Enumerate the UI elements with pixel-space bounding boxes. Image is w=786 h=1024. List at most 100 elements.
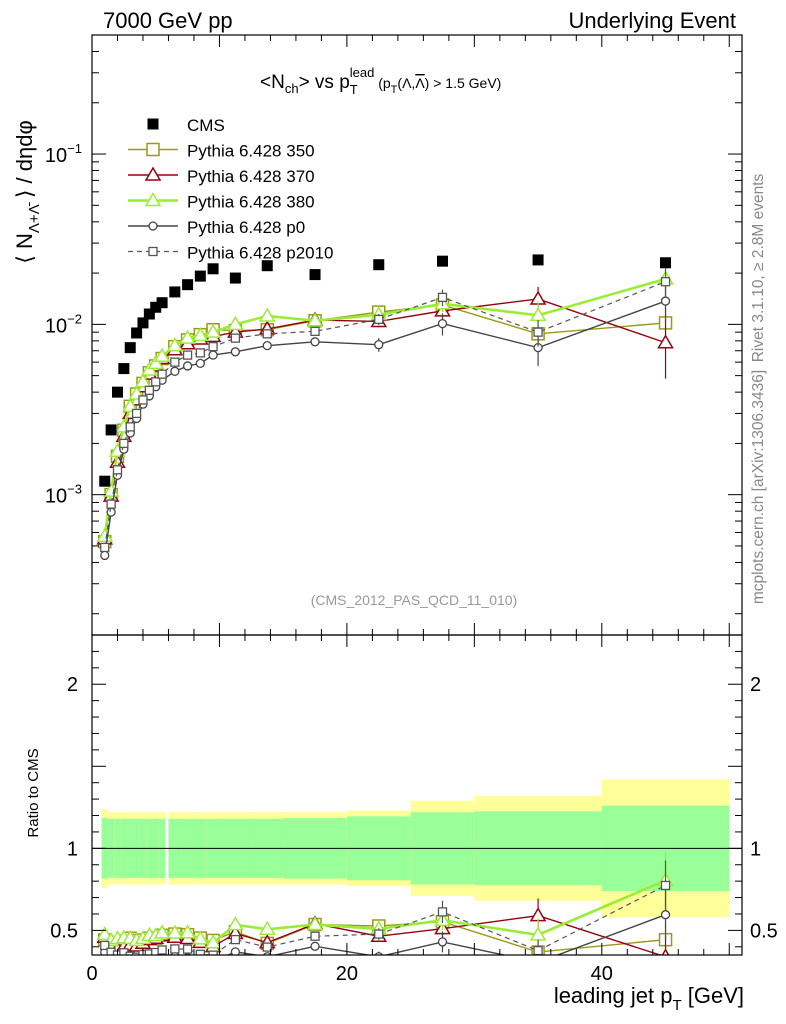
y-tick-label: 10−1 bbox=[45, 141, 82, 167]
data-point bbox=[374, 314, 384, 325]
legend-item-pythia-6-428-p0: Pythia 6.428 p0 bbox=[128, 218, 305, 237]
y-axis-label: ⟨ NΛ+Λ̄ ⟩ / dηdφ bbox=[12, 120, 43, 263]
data-point bbox=[138, 395, 148, 405]
cms-data-point bbox=[111, 386, 123, 398]
ratio-point bbox=[262, 942, 272, 952]
ratio-point bbox=[96, 925, 114, 941]
data-point bbox=[119, 438, 129, 449]
legend-marker bbox=[147, 118, 159, 130]
ratio-point bbox=[534, 958, 542, 966]
ratio-tick-label-right: 2 bbox=[750, 674, 761, 696]
legend-label: Pythia 6.428 p0 bbox=[187, 218, 305, 237]
ratio-point bbox=[179, 924, 196, 939]
data-point bbox=[208, 341, 218, 352]
cms-data-point bbox=[373, 259, 385, 271]
ratio-point bbox=[192, 930, 209, 945]
data-point bbox=[262, 340, 272, 351]
ratio-point bbox=[661, 948, 670, 955]
data-point bbox=[657, 334, 674, 349]
data-point bbox=[182, 361, 193, 371]
legend-label: Pythia 6.428 350 bbox=[187, 142, 315, 161]
ratio-point bbox=[529, 907, 547, 922]
cms-data-point bbox=[207, 263, 219, 275]
data-point bbox=[147, 354, 165, 370]
data-point bbox=[533, 327, 543, 337]
ratio-tick-label-left: 2 bbox=[67, 674, 78, 696]
legend-label: Pythia 6.428 370 bbox=[187, 167, 315, 186]
series-pythia-6-428-p2010 bbox=[100, 268, 671, 553]
data-point bbox=[437, 318, 448, 329]
ratio-point bbox=[230, 947, 241, 955]
ratio-point bbox=[310, 931, 320, 941]
legend-marker bbox=[146, 142, 160, 157]
ratio-series-pythia-6-428-380 bbox=[96, 851, 674, 951]
ratio-point bbox=[310, 941, 320, 951]
data-point bbox=[204, 323, 222, 338]
cms-data-point bbox=[660, 257, 672, 269]
cms-data-point bbox=[169, 286, 181, 298]
chart-title: <Nch> vs pTlead (pT(Λ,Λ) > 1.5 GeV) bbox=[260, 65, 501, 97]
data-point bbox=[195, 348, 205, 358]
data-point bbox=[157, 369, 167, 379]
data-point bbox=[208, 350, 218, 360]
series-cms bbox=[99, 254, 672, 487]
ratio-point bbox=[133, 957, 141, 965]
ratio-point bbox=[170, 944, 180, 954]
ratio-point bbox=[153, 924, 171, 939]
ratio-point bbox=[182, 944, 193, 954]
x-tick-label: 0 bbox=[86, 963, 97, 985]
data-point bbox=[227, 315, 244, 331]
legend-item-pythia-6-428-p2010: Pythia 6.428 p2010 bbox=[128, 244, 334, 263]
ratio-plot-frame bbox=[91, 634, 743, 956]
ratio-point bbox=[660, 910, 671, 920]
legend-item-pythia-6-428-370: Pythia 6.428 370 bbox=[128, 166, 315, 186]
data-point bbox=[170, 366, 180, 376]
data-point bbox=[660, 296, 671, 306]
ratio-point bbox=[660, 880, 671, 891]
data-point bbox=[100, 542, 110, 553]
header-right: Underlying Event bbox=[568, 8, 736, 33]
data-point bbox=[112, 465, 123, 475]
x-tick-label: 40 bbox=[591, 963, 613, 985]
ratio-point bbox=[107, 953, 115, 955]
data-point bbox=[182, 350, 193, 360]
cms-data-point bbox=[99, 475, 111, 487]
ratio-series-pythia-6-428-p2010 bbox=[100, 860, 671, 955]
data-point bbox=[195, 358, 205, 369]
data-point bbox=[170, 357, 180, 367]
data-point bbox=[106, 507, 116, 517]
cms-data-point bbox=[137, 317, 149, 329]
legend-item-pythia-6-428-380: Pythia 6.428 380 bbox=[128, 192, 315, 212]
ratio-tick-label-right: 1 bbox=[750, 838, 761, 860]
y-tick-label: 10−2 bbox=[45, 311, 82, 337]
x-axis-label: leading jet pT [GeV] bbox=[554, 983, 744, 1014]
data-point bbox=[179, 329, 196, 344]
series-line-pythia-6-428-p2010 bbox=[104, 281, 666, 548]
cms-data-point bbox=[229, 272, 241, 284]
cms-data-point bbox=[182, 279, 194, 291]
ratio-tick-label-left: 0.5 bbox=[50, 920, 78, 942]
legend-marker bbox=[148, 221, 158, 231]
legend-item-pythia-6-428-350: Pythia 6.428 350 bbox=[128, 142, 315, 161]
ratio-point bbox=[100, 940, 110, 951]
data-point bbox=[310, 337, 320, 347]
ratio-point bbox=[374, 952, 384, 955]
cms-data-point bbox=[131, 327, 143, 339]
data-point bbox=[121, 397, 139, 413]
legend-label: CMS bbox=[187, 116, 225, 135]
data-point bbox=[144, 385, 155, 395]
ratio-point bbox=[306, 916, 324, 931]
cms-data-point bbox=[105, 424, 117, 436]
ratio-point bbox=[208, 950, 218, 955]
cms-data-point bbox=[124, 342, 136, 354]
data-point bbox=[166, 337, 184, 352]
data-point bbox=[106, 499, 116, 509]
ratio-point bbox=[195, 949, 205, 955]
ratio-point bbox=[258, 920, 276, 936]
mcplots-label: mcplots.cern.ch [arXiv:1306.3436] bbox=[750, 370, 767, 604]
cms-data-point bbox=[532, 254, 544, 266]
series-pythia-6-428-380 bbox=[96, 264, 674, 543]
cms-data-point bbox=[194, 270, 206, 282]
legend-item-cms: CMS bbox=[147, 116, 225, 135]
ratio-point bbox=[115, 954, 120, 955]
